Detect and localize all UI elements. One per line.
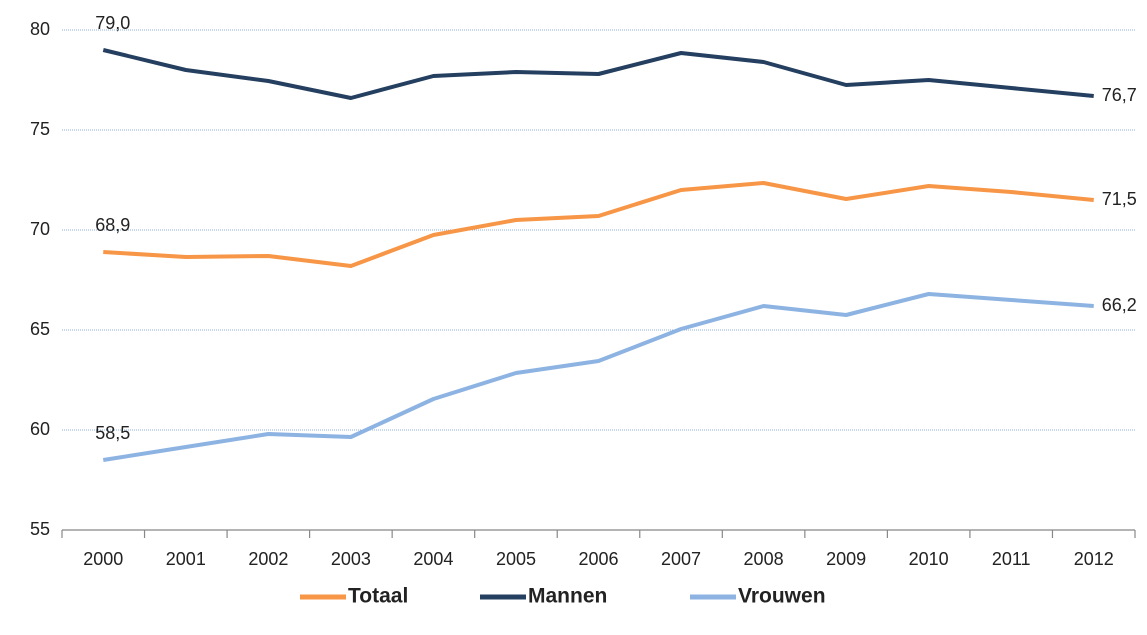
legend-label: Mannen [528,585,607,608]
x-tick-label: 2005 [496,549,536,569]
data-label: 68,9 [95,215,130,235]
x-tick-label: 2009 [826,549,866,569]
line-series [103,181,1094,268]
y-tick-label: 60 [30,419,50,439]
x-tick-label: 2003 [331,549,371,569]
y-tick-label: 65 [30,319,50,339]
legend-label: Totaal [348,585,408,608]
data-label: 76,7 [1102,85,1137,105]
line-series [102,292,1094,462]
x-tick-label: 2006 [578,549,618,569]
x-tick-label: 2008 [744,549,784,569]
data-label: 71,5 [1102,189,1137,209]
data-label: 58,5 [95,423,130,443]
x-tick-label: 2002 [248,549,288,569]
y-tick-label: 55 [30,519,50,539]
data-label: 66,2 [1102,295,1137,315]
x-tick-label: 2004 [413,549,453,569]
y-tick-label: 80 [30,19,50,39]
line-series [102,48,1094,100]
x-tick-label: 2010 [909,549,949,569]
x-tick-label: 2011 [992,549,1031,569]
x-tick-label: 2012 [1074,549,1114,569]
data-label: 79,0 [95,13,130,33]
y-tick-label: 70 [30,219,50,239]
x-tick-label: 2007 [661,549,701,569]
y-tick-label: 75 [30,119,50,139]
x-tick-label: 2001 [166,549,206,569]
x-tick-label: 2000 [83,549,123,569]
legend-label: Vrouwen [738,585,826,608]
